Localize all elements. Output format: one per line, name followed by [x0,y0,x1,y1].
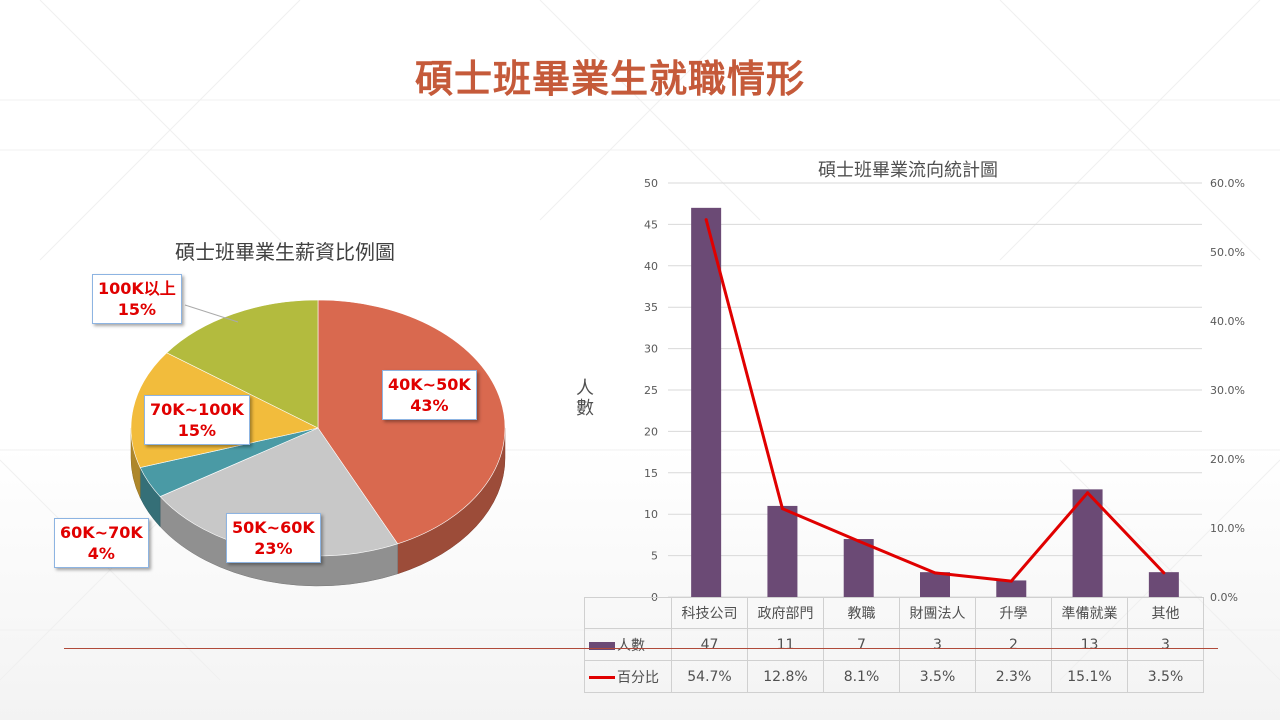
y-tick-label: 5 [651,550,658,563]
y-tick-label: 50 [644,177,658,190]
y-tick-label: 15 [644,467,658,480]
pie-label-2: 60K~70K 4% [54,518,149,568]
count-value: 11 [747,628,824,661]
percent-value: 15.1% [1051,660,1128,693]
y2-tick-label: 30.0% [1210,384,1245,397]
y-axis-label: 人數 [573,378,594,418]
legend-bar-series: 人數 [584,628,672,661]
count-value: 13 [1051,628,1128,661]
pie-label-name: 50K~60K [232,518,315,537]
category-label: 升學 [975,597,1052,629]
pie-label-percent: 15% [117,300,157,319]
percent-value: 8.1% [823,660,900,693]
bar-3 [920,572,950,597]
pie-slice-0 [317,299,506,545]
percent-value: 2.3% [975,660,1052,693]
percent-point-0 [704,218,708,222]
y-tick-label: 30 [644,343,658,356]
count-value: 3 [1127,628,1204,661]
y-tick-label: 35 [644,301,658,314]
pie-label-name: 60K~70K [60,523,143,542]
y2-tick-label: 10.0% [1210,522,1245,535]
line-swatch [589,676,615,679]
slide-title: 碩士班畢業生就職情形 [414,57,805,101]
pie-label-3: 70K~100K 15% [144,395,250,445]
pie-label-name: 100K以上 [98,279,176,298]
bar-2 [843,539,874,597]
legend-bar-label: 人數 [617,637,645,654]
bar-chart-title: 碩士班畢業流向統計圖 [818,160,998,181]
legend-line-label: 百分比 [617,669,659,686]
table-corner [584,597,672,629]
count-value: 7 [823,628,900,661]
chart-data-table: 科技公司 政府部門 教職 財團法人 升學 準備就業 其他 人數 47 11 7 3 2 13 3 百分比 5… [584,597,1204,693]
percent-point-3 [933,571,937,575]
y2-tick-label: 50.0% [1210,246,1245,259]
bar-swatch [589,641,615,650]
pie-label-percent: 15% [177,421,217,440]
percent-point-6 [1162,571,1166,575]
percent-point-5 [1086,491,1090,495]
legend-line-series: 百分比 [584,660,672,693]
percent-point-4 [1009,579,1013,583]
pie-label-percent: 23% [254,539,293,558]
category-label: 其他 [1127,597,1204,629]
pie-leader-line [184,304,239,323]
category-label: 政府部門 [747,597,824,629]
pie-label-0: 40K~50K 43% [382,370,477,420]
y-tick-label: 20 [644,425,658,438]
y-tick-label: 10 [644,508,658,521]
category-label: 教職 [823,597,900,629]
y-tick-label: 40 [644,260,658,273]
percent-point-1 [780,507,784,511]
y2-tick-label: 20.0% [1210,453,1245,466]
pie-label-name: 40K~50K [388,375,471,394]
pie-label-percent: 4% [87,544,115,563]
divider-line [64,648,1218,649]
percent-value: 3.5% [899,660,976,693]
count-value: 47 [671,628,748,661]
pie-label-4: 100K以上 15% [92,274,182,324]
y-tick-label: 45 [644,218,658,231]
bar-4 [996,580,1027,597]
bar-5 [1072,489,1103,597]
pie-label-1: 50K~60K 23% [226,513,321,563]
pie-label-percent: 43% [410,396,449,415]
percent-value: 3.5% [1127,660,1204,693]
count-value: 3 [899,628,976,661]
bar-1 [767,505,798,597]
count-value: 2 [975,628,1052,661]
category-label: 財團法人 [899,597,976,629]
category-label: 科技公司 [671,597,748,629]
percent-value: 12.8% [747,660,824,693]
y2-tick-label: 40.0% [1210,315,1245,328]
y-tick-label: 25 [644,384,658,397]
pie-slice-4 [166,299,319,429]
pie-chart-title: 碩士班畢業生薪資比例圖 [175,240,395,264]
bar-0 [691,207,722,597]
percent-value: 54.7% [671,660,748,693]
y2-tick-label: 0.0% [1210,591,1238,604]
pie-label-name: 70K~100K [150,400,244,419]
category-label: 準備就業 [1051,597,1128,629]
y2-tick-label: 60.0% [1210,177,1245,190]
percent-point-2 [857,539,861,543]
bar-6 [1148,572,1179,597]
